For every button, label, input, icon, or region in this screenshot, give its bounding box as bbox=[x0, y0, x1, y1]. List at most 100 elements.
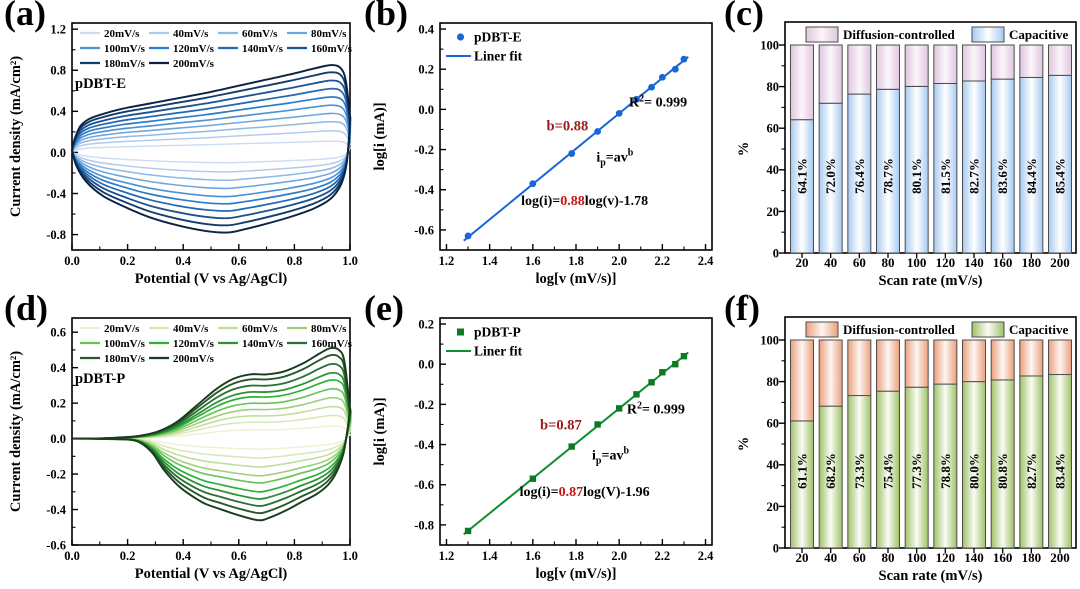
svg-text:75.4%: 75.4% bbox=[881, 453, 896, 489]
svg-text:140: 140 bbox=[964, 255, 984, 270]
svg-text:200: 200 bbox=[1050, 550, 1070, 565]
svg-text:1.0: 1.0 bbox=[342, 549, 358, 563]
svg-text:Current density (mA/cm²): Current density (mA/cm²) bbox=[8, 351, 24, 512]
svg-text:120: 120 bbox=[936, 550, 956, 565]
svg-text:0: 0 bbox=[773, 541, 779, 555]
svg-text:85.4%: 85.4% bbox=[1053, 158, 1068, 194]
svg-text:0.4: 0.4 bbox=[175, 549, 191, 563]
svg-text:20mV/s: 20mV/s bbox=[104, 28, 140, 40]
svg-text:77.3%: 77.3% bbox=[909, 453, 924, 489]
svg-text:2.4: 2.4 bbox=[698, 254, 714, 268]
svg-text:20: 20 bbox=[796, 255, 809, 270]
svg-text:20: 20 bbox=[796, 550, 809, 565]
svg-text:160: 160 bbox=[993, 550, 1013, 565]
svg-text:Potential (V vs Ag/AgCl): Potential (V vs Ag/AgCl) bbox=[135, 271, 288, 287]
svg-text:b=0.87: b=0.87 bbox=[540, 417, 582, 433]
panel-e-letter: (e) bbox=[364, 288, 404, 328]
svg-text:0.8: 0.8 bbox=[287, 549, 303, 563]
svg-text:82.7%: 82.7% bbox=[967, 158, 982, 194]
svg-text:1.8: 1.8 bbox=[568, 549, 584, 563]
svg-text:100: 100 bbox=[760, 333, 779, 347]
svg-text:2.0: 2.0 bbox=[611, 254, 627, 268]
svg-text:84.4%: 84.4% bbox=[1024, 158, 1039, 194]
svg-text:20mV/s: 20mV/s bbox=[104, 323, 140, 335]
svg-text:log[i (mA)]: log[i (mA)] bbox=[372, 102, 388, 170]
svg-text:-0.2: -0.2 bbox=[414, 398, 434, 412]
svg-text:0.0: 0.0 bbox=[64, 549, 80, 563]
svg-text:80: 80 bbox=[882, 550, 895, 565]
svg-text:61.1%: 61.1% bbox=[795, 453, 810, 489]
svg-text:140mV/s: 140mV/s bbox=[242, 338, 284, 350]
panel-d-chart: 0.0 0.2 0.4 0.6 0.8 1.0 0.6 0.4 0.2 0.0 -0.2 -0.4 -0… bbox=[8, 317, 358, 582]
panel-e: 1.2 1.4 1.6 1.8 2.0 2.2 2.4 0.2 0.0 -0.2 -0.4 -0.6 -… bbox=[360, 288, 720, 589]
svg-text:200: 200 bbox=[1050, 255, 1070, 270]
svg-text:73.3%: 73.3% bbox=[852, 453, 867, 489]
svg-text:Scan rate (mV/s): Scan rate (mV/s) bbox=[879, 273, 983, 289]
svg-text:60: 60 bbox=[767, 417, 780, 431]
svg-text:-0.4: -0.4 bbox=[414, 183, 435, 197]
svg-text:80.1%: 80.1% bbox=[909, 158, 924, 194]
svg-text:2.2: 2.2 bbox=[655, 254, 671, 268]
svg-text:80: 80 bbox=[882, 255, 895, 270]
svg-text:1.0: 1.0 bbox=[342, 254, 358, 268]
svg-text:0.2: 0.2 bbox=[418, 317, 434, 331]
svg-text:180: 180 bbox=[1022, 550, 1042, 565]
svg-text:0.2: 0.2 bbox=[50, 397, 66, 411]
svg-text:0.4: 0.4 bbox=[50, 105, 66, 119]
svg-text:100: 100 bbox=[907, 255, 927, 270]
svg-text:20: 20 bbox=[767, 205, 780, 219]
svg-text:1.8: 1.8 bbox=[568, 254, 584, 268]
svg-text:100mV/s: 100mV/s bbox=[104, 338, 146, 350]
svg-text:0.4: 0.4 bbox=[50, 361, 66, 375]
svg-text:pDBT-E: pDBT-E bbox=[474, 30, 522, 45]
svg-text:80mV/s: 80mV/s bbox=[311, 28, 347, 40]
svg-text:ip=avb: ip=avb bbox=[596, 148, 633, 169]
panel-a-chart: 0.0 0.2 0.4 0.6 0.8 1.0 1.2 0.8 0.4 0.0 -0.4 -0.8 Po… bbox=[8, 22, 358, 287]
svg-text:-0.8: -0.8 bbox=[414, 518, 434, 532]
svg-text:1.2: 1.2 bbox=[50, 23, 66, 37]
svg-text:0.0: 0.0 bbox=[418, 358, 434, 372]
svg-text:60: 60 bbox=[853, 550, 866, 565]
svg-text:82.7%: 82.7% bbox=[1024, 453, 1039, 489]
svg-text:64.1%: 64.1% bbox=[795, 158, 810, 194]
svg-text:1.2: 1.2 bbox=[439, 549, 455, 563]
svg-text:0.6: 0.6 bbox=[231, 549, 247, 563]
panel-c-chart: 0 20 40 60 80 100 Scan rate (mV/s)% 64.1% 20 72.0… bbox=[736, 21, 1077, 289]
svg-text:1.4: 1.4 bbox=[482, 549, 498, 563]
svg-text:100mV/s: 100mV/s bbox=[104, 43, 146, 55]
svg-text:0.2: 0.2 bbox=[120, 254, 136, 268]
svg-text:160mV/s: 160mV/s bbox=[311, 338, 353, 350]
svg-text:-0.4: -0.4 bbox=[46, 503, 67, 517]
svg-text:2.0: 2.0 bbox=[611, 549, 627, 563]
svg-text:-0.4: -0.4 bbox=[414, 438, 435, 452]
svg-text:40: 40 bbox=[767, 163, 780, 177]
panel-e-chart: 1.2 1.4 1.6 1.8 2.0 2.2 2.4 0.2 0.0 -0.2 -0.4 -0.6 -… bbox=[372, 317, 714, 582]
svg-text:-0.4: -0.4 bbox=[46, 187, 67, 201]
svg-text:83.6%: 83.6% bbox=[995, 158, 1010, 194]
panel-d: 0.0 0.2 0.4 0.6 0.8 1.0 0.6 0.4 0.2 0.0 -0.2 -0.4 -0… bbox=[0, 288, 360, 589]
svg-text:-0.6: -0.6 bbox=[46, 538, 66, 552]
svg-text:80.0%: 80.0% bbox=[967, 453, 982, 489]
svg-text:0: 0 bbox=[773, 246, 779, 260]
svg-text:-0.6: -0.6 bbox=[414, 223, 434, 237]
svg-text:100: 100 bbox=[907, 550, 927, 565]
svg-text:68.2%: 68.2% bbox=[823, 453, 838, 489]
panel-c: 0 20 40 60 80 100 Scan rate (mV/s)% 64.1% 20 72.0… bbox=[720, 0, 1080, 295]
svg-text:78.7%: 78.7% bbox=[881, 158, 896, 194]
panel-b: 1.2 1.4 1.6 1.8 2.0 2.2 2.4 0.4 0.2 0.0 -0.2 -0.4 -0… bbox=[360, 0, 720, 295]
svg-text:-0.2: -0.2 bbox=[46, 467, 66, 481]
svg-text:0.6: 0.6 bbox=[50, 326, 66, 340]
svg-text:83.4%: 83.4% bbox=[1053, 453, 1068, 489]
svg-text:0.4: 0.4 bbox=[418, 22, 434, 36]
svg-text:60: 60 bbox=[853, 255, 866, 270]
svg-text:78.8%: 78.8% bbox=[938, 453, 953, 489]
svg-text:0.0: 0.0 bbox=[418, 103, 434, 117]
panel-a: 0.0 0.2 0.4 0.6 0.8 1.0 1.2 0.8 0.4 0.0 -0.4 -0.8 Po… bbox=[0, 0, 360, 295]
panel-b-chart: 1.2 1.4 1.6 1.8 2.0 2.2 2.4 0.4 0.2 0.0 -0.2 -0.4 -0… bbox=[372, 22, 714, 287]
svg-text:-0.6: -0.6 bbox=[414, 478, 434, 492]
svg-text:40: 40 bbox=[824, 255, 837, 270]
svg-text:log(i)=0.87log(V)-1.96: log(i)=0.87log(V)-1.96 bbox=[520, 485, 650, 500]
svg-text:40: 40 bbox=[824, 550, 837, 565]
svg-text:b=0.88: b=0.88 bbox=[547, 118, 589, 134]
